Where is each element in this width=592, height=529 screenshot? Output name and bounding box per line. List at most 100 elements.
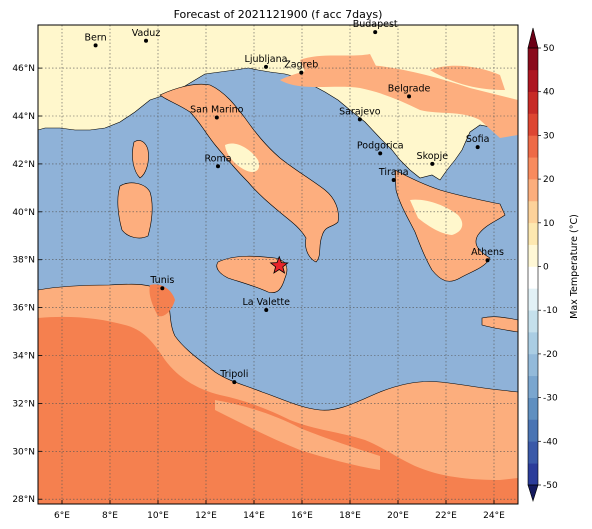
- lon-tick-label: 14°E: [243, 511, 265, 521]
- lat-tick-label: 36°N: [12, 304, 35, 314]
- city-dot: [144, 38, 148, 43]
- colorbar-segment: [528, 91, 538, 114]
- city-dot: [391, 177, 396, 182]
- colorbar-segment: [528, 463, 538, 486]
- city-label: Tirana: [378, 167, 409, 178]
- lon-tick-label: 20°E: [387, 511, 409, 521]
- city-dot: [93, 43, 98, 48]
- colorbar-segment: [528, 375, 538, 398]
- city-label: Skopje: [417, 151, 449, 162]
- city-label: Vaduz: [132, 28, 161, 39]
- colorbar-segment: [528, 69, 538, 92]
- city-label: Bern: [85, 32, 107, 43]
- colorbar-tick-label: -40: [543, 437, 558, 447]
- city-label: Zagreb: [284, 60, 318, 71]
- colorbar-tick-label: -30: [543, 394, 558, 404]
- colorbar-extend-max: [527, 27, 539, 49]
- colorbar-segment: [528, 397, 538, 420]
- lon-tick-label: 6°E: [54, 511, 70, 521]
- hot-region-libya: [38, 316, 518, 504]
- city-label: La Valette: [242, 297, 290, 308]
- lon-tick-label: 18°E: [339, 511, 361, 521]
- city-label: Budapest: [353, 19, 398, 30]
- warm-patch-egypt: [420, 397, 518, 440]
- warm-patch-sahara: [215, 400, 380, 470]
- city-dot: [430, 161, 435, 166]
- lat-tick-label: 40°N: [12, 208, 35, 218]
- colorbar-segment: [528, 179, 538, 202]
- colorbar-segment: [528, 48, 538, 71]
- figure-title: Forecast of 2021121900 (f acc 7days): [174, 8, 383, 21]
- city-dot: [216, 164, 220, 169]
- colorbar-tick-label: -50: [543, 481, 558, 491]
- land-turkey-edge: [481, 316, 518, 333]
- city-dot: [357, 117, 362, 122]
- lon-tick-label: 8°E: [102, 511, 118, 521]
- city-dot: [378, 151, 383, 156]
- colorbar-segment: [528, 441, 538, 464]
- city-label: Belgrade: [388, 83, 431, 94]
- city-dot: [407, 94, 412, 99]
- lon-tick-label: 10°E: [147, 511, 169, 521]
- colorbar-label: Max Temperature (°C): [569, 214, 580, 319]
- lat-tick-label: 42°N: [12, 160, 35, 170]
- lon-tick-label: 12°E: [195, 511, 217, 521]
- colorbar-segment: [528, 419, 538, 442]
- city-label: San Marino: [190, 104, 243, 115]
- colorbar-tick-label: 30: [543, 131, 555, 141]
- colorbar-extend-min: [527, 484, 539, 503]
- colorbar-segment: [528, 332, 538, 355]
- warm-patch-adriatic: [300, 54, 378, 72]
- hot-patch-tunisia: [149, 284, 175, 317]
- colorbar: -50 -40 -30 -20 -10 0 10 20 30 40 50 Max Temperatur…: [527, 27, 580, 503]
- lat-tick-label: 28°N: [12, 495, 35, 505]
- colorbar-segment: [528, 222, 538, 245]
- lon-tick-label: 16°E: [291, 511, 313, 521]
- city-label: Sofia: [466, 134, 490, 145]
- city-label: Tunis: [149, 275, 174, 286]
- city-label: Sarajevo: [339, 106, 381, 117]
- city-dot: [160, 286, 165, 291]
- city-label: Podgorica: [357, 140, 404, 151]
- city-dot: [264, 64, 268, 69]
- city-label: Tripoli: [219, 369, 248, 380]
- lat-tick-label: 34°N: [12, 352, 35, 362]
- lat-tick-label: 32°N: [12, 399, 35, 409]
- city-label: Roma: [204, 153, 231, 164]
- lat-tick-label: 46°N: [12, 64, 35, 74]
- warm-patch-balkans: [280, 64, 518, 138]
- colorbar-segment: [528, 157, 538, 180]
- lat-tick-label: 38°N: [12, 256, 35, 266]
- land-italy: [159, 83, 339, 263]
- cool-patch-central-italy: [225, 143, 260, 172]
- land-sicily: [216, 255, 288, 293]
- colorbar-segment: [528, 288, 538, 311]
- colorbar-tick-label: 40: [543, 88, 555, 98]
- lon-tick-label: 22°E: [435, 511, 457, 521]
- land-sardinia: [117, 182, 153, 239]
- city-dot: [214, 115, 219, 120]
- colorbar-segment: [528, 353, 538, 377]
- city-dot: [299, 70, 304, 75]
- lat-ticks: 28°N 30°N 32°N 34°N 36°N 38°N 40°N 42°N 44°N 46°N: [12, 64, 42, 505]
- city-label: Athens: [471, 247, 504, 258]
- lat-tick-label: 30°N: [12, 447, 35, 457]
- city-dot: [475, 145, 480, 150]
- city-label: Ljubljana: [245, 54, 288, 65]
- warm-patch-hungary: [430, 65, 505, 90]
- cool-patch-greece: [410, 199, 463, 235]
- city-dot: [232, 380, 237, 385]
- colorbar-segment: [528, 135, 538, 158]
- colorbar-segment: [528, 310, 538, 333]
- colorbar-segment: [528, 113, 538, 136]
- colorbar-segment: [528, 266, 538, 289]
- graticule: [38, 25, 518, 504]
- colorbar-tick-label: 50: [543, 44, 555, 54]
- lon-tick-label: 24°E: [483, 511, 505, 521]
- forecast-point-layer: [269, 255, 289, 274]
- colorbar-tick-label: -20: [543, 350, 558, 360]
- colorbar-tick-label: 0: [543, 263, 549, 273]
- colorbar-segment: [528, 200, 538, 224]
